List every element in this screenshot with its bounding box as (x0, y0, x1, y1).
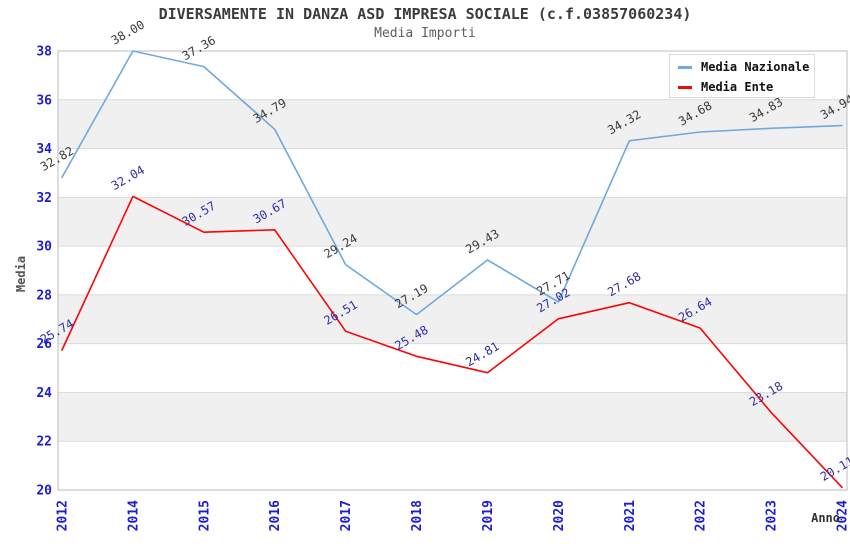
chart-title: DIVERSAMENTE IN DANZA ASD IMPRESA SOCIAL… (158, 5, 692, 23)
data-point-label: 32.04 (109, 163, 147, 193)
x-tick-label: 2023 (765, 500, 780, 531)
plot-band (58, 99, 847, 149)
y-tick-label: 34 (36, 142, 52, 157)
y-axis-title-text: Media (14, 255, 28, 293)
y-tick-label: 36 (36, 93, 52, 108)
plot-band (58, 294, 847, 344)
series-line-media-nazionale (61, 50, 843, 316)
y-tick-label: 20 (36, 484, 52, 499)
x-tick-label: 2024 (836, 500, 850, 531)
chart-subtitle: Media Importi (374, 26, 476, 41)
x-tick-label: 2022 (694, 500, 709, 531)
x-tick-label: 2018 (410, 500, 425, 531)
media-ente-line-swatch (678, 85, 692, 89)
y-tick-label: 24 (36, 386, 52, 401)
x-tick-label: 2020 (552, 500, 567, 531)
data-point-label: 38.00 (109, 17, 147, 47)
media-nazionale-line-swatch (678, 65, 692, 69)
y-tick-label: 32 (36, 191, 52, 206)
series-line-media-ente (61, 195, 843, 489)
y-tick-label: 22 (36, 435, 52, 450)
plot-band (58, 392, 847, 442)
legend-item-media-nazionale: Media Nazionale (678, 57, 814, 77)
plot-frame (57, 50, 848, 491)
x-tick-label: 2021 (623, 500, 638, 531)
legend-item-media-ente: Media Ente (678, 77, 814, 97)
plot-band (58, 197, 847, 247)
x-tick-label: 2014 (126, 500, 141, 531)
y-tick-label: 30 (36, 240, 52, 255)
x-tick-label: 2016 (268, 500, 283, 531)
x-tick-label: 2012 (56, 500, 71, 531)
legend: Media Nazionale Media Ente (669, 54, 815, 98)
y-tick-label: 26 (36, 337, 52, 352)
legend-label-media-nazionale: Media Nazionale (701, 60, 810, 74)
y-tick-label: 28 (36, 288, 52, 303)
x-tick-label: 2015 (197, 500, 212, 531)
x-tick-label: 2019 (481, 500, 496, 531)
x-tick-label: 2017 (339, 500, 354, 531)
data-point-label: 37.36 (180, 33, 218, 63)
x-axis-title: Anno (811, 511, 840, 525)
y-tick-label: 38 (36, 45, 52, 60)
legend-label-media-ente: Media Ente (701, 80, 774, 94)
